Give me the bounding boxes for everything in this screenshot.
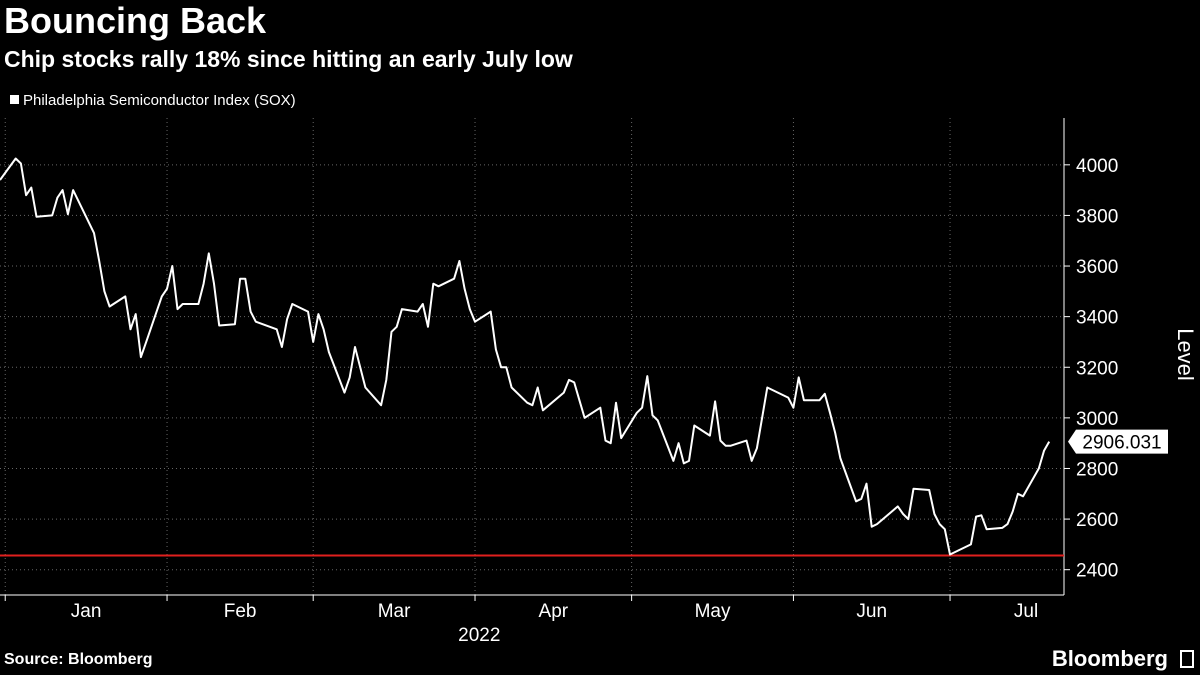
x-tick-label: Apr (539, 601, 569, 622)
x-tick-label: May (695, 601, 731, 622)
y-tick-label: 3800 (1076, 206, 1118, 227)
legend: Philadelphia Semiconductor Index (SOX) (10, 92, 296, 109)
chart-title: Bouncing Back (4, 0, 267, 41)
y-axis-title: Level (1173, 328, 1198, 381)
last-value-label: 2906.031 (1082, 433, 1161, 454)
x-tick-label: Jul (1014, 601, 1038, 622)
y-tick-label: 2600 (1076, 510, 1118, 531)
x-tick-label: Feb (224, 601, 257, 622)
chart-subtitle: Chip stocks rally 18% since hitting an e… (4, 46, 573, 72)
y-tick-label: 3400 (1076, 308, 1118, 329)
legend-label: Philadelphia Semiconductor Index (SOX) (23, 92, 296, 109)
x-tick-label: Mar (378, 601, 411, 622)
source-note: Source: Bloomberg (4, 651, 153, 668)
x-axis-year-label: 2022 (458, 625, 500, 646)
y-tick-label: 2800 (1076, 459, 1118, 480)
y-tick-label: 3000 (1076, 409, 1118, 430)
brand-logo: Bloomberg (1051, 646, 1168, 671)
x-tick-label: Jan (71, 601, 102, 622)
y-tick-label: 4000 (1076, 156, 1118, 177)
y-tick-label: 2400 (1076, 561, 1118, 582)
x-tick-label: Jun (856, 601, 887, 622)
legend-swatch (10, 95, 19, 104)
brand-mark-icon (1180, 650, 1194, 668)
y-tick-label: 3600 (1076, 257, 1118, 278)
y-tick-label: 3200 (1076, 358, 1118, 379)
last-value-callout (1068, 429, 1168, 454)
series-line (0, 157, 1051, 556)
